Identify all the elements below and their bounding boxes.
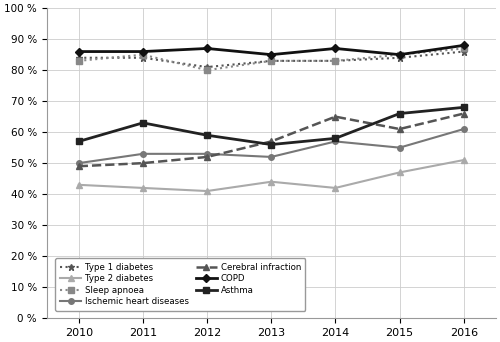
Legend: Type 1 diabetes, Type 2 diabetes, Sleep apnoea, Ischemic heart diseases, Cerebra: Type 1 diabetes, Type 2 diabetes, Sleep … [56,258,306,311]
